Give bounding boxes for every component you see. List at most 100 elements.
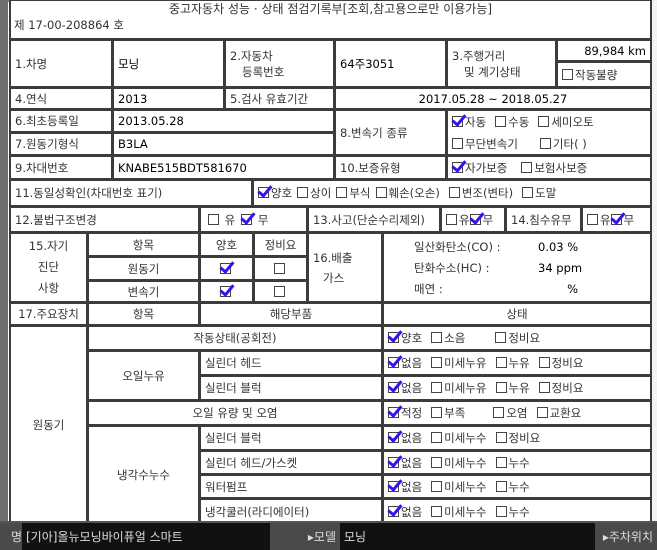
checkbox[interactable] (538, 357, 550, 368)
emission-values: 일산화탄소(CO) : 0.03 % 탄화수소(HC) : 34 ppm 매연 :% (382, 232, 652, 303)
option-label: 미세누유 (444, 381, 487, 395)
part-cyl-block: 실린더 블럭 (199, 375, 383, 401)
item-oil-leak: 오일누유 (87, 350, 200, 401)
option-label: 교환요 (549, 406, 582, 420)
identity-options: 양호 상이 부식 훼손(오손) 변조(변타) 도말 (252, 179, 652, 207)
checkbox[interactable] (336, 187, 348, 198)
checkbox[interactable] (536, 407, 548, 418)
checkbox[interactable] (495, 382, 507, 393)
checkbox[interactable] (431, 432, 443, 443)
radiator-options: 없음 미세누수 누수 (382, 498, 652, 525)
doc-number: 제 17-00-208864 호 (14, 18, 124, 32)
checkbox[interactable] (539, 137, 551, 149)
checkbox[interactable] (452, 115, 463, 127)
checkbox[interactable] (431, 456, 443, 468)
checkbox[interactable] (495, 115, 507, 127)
header-good: 양호 (199, 232, 254, 257)
cool-block-options: 없음 미세누수 정비요 (382, 425, 652, 451)
checkbox[interactable] (431, 357, 443, 368)
checkbox[interactable] (495, 505, 507, 517)
checkbox[interactable] (388, 332, 399, 343)
checkbox[interactable] (388, 456, 399, 468)
checkbox[interactable] (495, 357, 507, 368)
checkbox[interactable] (446, 214, 457, 225)
checkbox[interactable] (469, 214, 481, 225)
option-label: 없음 (401, 479, 423, 494)
option-label: 미세누수 (444, 504, 487, 519)
checkbox[interactable] (495, 456, 507, 468)
checkbox[interactable] (522, 187, 534, 198)
bar-label-name: 명 (0, 523, 22, 550)
label-line: 15.자기 (28, 239, 69, 253)
checkbox[interactable] (452, 137, 463, 149)
option-label: 부족 (444, 406, 466, 420)
checkbox[interactable] (241, 214, 253, 225)
option-label: 자동 (465, 114, 487, 129)
checkbox[interactable] (521, 161, 533, 173)
label-warranty: 10.보증유형 (334, 155, 447, 180)
checkbox[interactable] (610, 214, 622, 225)
checkbox[interactable] (538, 115, 550, 127)
label-line: 16.배출 (313, 250, 353, 265)
checkbox[interactable] (274, 263, 285, 274)
label-vin: 9.차대번호 (9, 155, 113, 180)
label-reg-1: 2.자동차 (230, 48, 273, 63)
option-label: 정비요 (551, 356, 584, 370)
checkbox[interactable] (388, 505, 399, 517)
reg-number: 64주3051 (334, 39, 447, 88)
checkbox[interactable] (562, 69, 573, 80)
label-year: 4.연식 (9, 87, 113, 110)
hc-label: 탄화수소(HC) : (414, 261, 490, 275)
smoke-label: 매연 : (414, 282, 443, 296)
checkbox[interactable] (220, 286, 231, 297)
label-car-name: 1.차명 (9, 39, 113, 88)
option-label: 누유 (508, 381, 530, 395)
valid-period: 2017.05.28 ~ 2018.05.27 (334, 87, 652, 110)
label-illegal-mod: 12.불법구조변경 (9, 206, 200, 233)
checkbox[interactable] (388, 382, 399, 393)
option-label: 유 (600, 212, 611, 227)
checkbox[interactable] (297, 187, 309, 198)
checkbox[interactable] (388, 407, 399, 418)
checkbox[interactable] (220, 263, 231, 274)
checkbox[interactable] (431, 505, 443, 517)
checkbox[interactable] (493, 407, 505, 418)
checkbox[interactable] (274, 286, 285, 297)
checkbox[interactable] (431, 332, 443, 343)
checkbox[interactable] (258, 187, 269, 198)
checkbox[interactable] (495, 332, 507, 343)
illegal-mod-options: 유 무 (199, 206, 308, 233)
mileage: 89,984 km (556, 39, 652, 62)
checkbox[interactable] (208, 214, 219, 225)
label-flood: 14.침수유무 (505, 206, 582, 233)
checkbox[interactable] (375, 187, 387, 198)
checkbox[interactable] (448, 187, 460, 198)
checkbox[interactable] (431, 382, 443, 393)
checkbox[interactable] (388, 357, 399, 368)
label-self-diag: 15.자기 진단 사항 (9, 232, 88, 303)
oil-head-options: 없음 미세누유 누유 정비요 (382, 350, 652, 376)
checkbox[interactable] (431, 407, 443, 418)
right-frame (652, 0, 657, 521)
label-line: 진단 (37, 260, 60, 274)
oil-level-options: 적정 부족 오염 교환요 (382, 400, 652, 426)
header-status: 상태 (382, 302, 652, 326)
checkbox[interactable] (495, 432, 507, 443)
vin: KNABE515BDT581670 (112, 155, 335, 180)
option-label: 도말 (535, 186, 557, 200)
part-cool-block: 실린더 블럭 (199, 425, 383, 451)
item-idle: 작동상태(공회전) (87, 325, 383, 351)
checkbox[interactable] (388, 480, 399, 492)
checkbox[interactable] (388, 432, 399, 443)
option-label: 누수 (508, 504, 530, 519)
checkbox[interactable] (452, 161, 463, 173)
option-label: 없음 (401, 381, 423, 395)
form-left-border (9, 0, 10, 521)
checkbox[interactable] (587, 214, 598, 225)
label-mileage: 3.주행거리 및 계기상태 (446, 39, 557, 88)
checkbox[interactable] (431, 480, 443, 492)
checkbox[interactable] (538, 382, 550, 393)
label-engine-type: 7.원동기형식 (9, 132, 113, 156)
option-label: 무단변속기 (465, 136, 518, 151)
checkbox[interactable] (495, 480, 507, 492)
